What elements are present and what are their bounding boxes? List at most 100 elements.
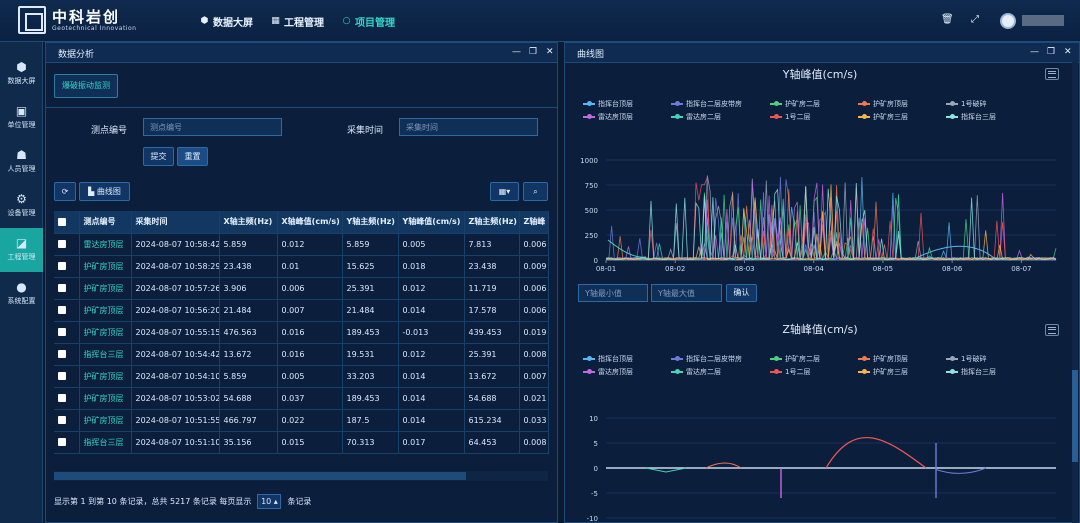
table-row[interactable]: 雷达房顶层 2024-08-07 10:58:42 5.859 0.012 5.859 0…: [54, 233, 549, 256]
table-cell: 21.484: [219, 299, 278, 322]
legend-item[interactable]: 1号破碎: [946, 99, 1022, 109]
columns-button[interactable]: ▦▾: [490, 182, 519, 201]
point-input[interactable]: 测点编号: [143, 118, 282, 136]
point-link[interactable]: 指挥台三层: [79, 431, 132, 454]
sidebar-item-system[interactable]: ● 系统配置: [7, 280, 36, 305]
restore-icon[interactable]: ❐: [529, 47, 538, 57]
table-row[interactable]: 护矿房顶层 2024-08-07 10:57:26 3.906 0.006 25.391…: [54, 277, 549, 300]
row-checkbox[interactable]: [54, 233, 80, 256]
y-max-input[interactable]: Y轴最大值: [651, 284, 722, 302]
trash-icon[interactable]: 🗑: [941, 14, 954, 25]
person-icon: ☗: [16, 148, 27, 162]
confirm-button[interactable]: 确认: [726, 284, 757, 302]
close-icon[interactable]: ✕: [546, 47, 554, 57]
refresh-button[interactable]: ⟳: [54, 182, 76, 201]
row-checkbox[interactable]: [54, 299, 80, 322]
select-all-checkbox[interactable]: [54, 211, 80, 234]
panel-header: 曲线图 — ❐ ✕: [565, 43, 1079, 63]
point-link[interactable]: 护矿房顶层: [79, 387, 132, 410]
avatar[interactable]: [1000, 13, 1016, 29]
point-link[interactable]: 护矿房顶层: [79, 299, 132, 322]
point-link[interactable]: 护矿房顶层: [79, 255, 132, 278]
table-row[interactable]: 护矿房顶层 2024-08-07 10:58:29 23.438 0.01 15.625…: [54, 255, 549, 278]
table-row[interactable]: 指挥台三层 2024-08-07 10:51:10 35.156 0.015 70.31…: [54, 431, 549, 454]
submit-button[interactable]: 提交: [143, 147, 174, 166]
legend-item[interactable]: 指挥台二层皮带房: [671, 99, 758, 109]
minimize-icon[interactable]: —: [512, 47, 521, 57]
table-cell: 466.797: [219, 409, 278, 432]
restore-icon[interactable]: ❐: [1047, 47, 1056, 57]
chart-menu-icon[interactable]: [1045, 68, 1059, 80]
sidebar-item-staff[interactable]: ☗ 人员管理: [7, 148, 36, 173]
sidebar-item-devices[interactable]: ⚙ 设备管理: [7, 192, 36, 217]
horizontal-scrollbar[interactable]: [54, 471, 548, 481]
sidebar-item-engineering[interactable]: ◪ 工程管理: [0, 228, 43, 272]
legend-item[interactable]: 指挥台二层皮带房: [671, 354, 758, 364]
point-link[interactable]: 雷达房顶层: [79, 233, 132, 256]
pagination-info: 显示第 1 到第 10 条记录，总共 5217 条记录 每页显示 10 ▴ 条记…: [54, 494, 311, 509]
legend-item[interactable]: 指挥台顶层: [583, 354, 659, 364]
chart-menu-icon[interactable]: [1045, 324, 1059, 336]
row-checkbox[interactable]: [54, 365, 80, 388]
row-checkbox[interactable]: [54, 343, 80, 366]
table-row[interactable]: 护矿房顶层 2024-08-07 10:56:20 21.484 0.007 21.48…: [54, 299, 549, 322]
sidebar-item-units[interactable]: ▣ 单位管理: [7, 104, 36, 129]
legend-item[interactable]: 指挥台三层: [946, 112, 1022, 122]
legend-item[interactable]: 雷达房二层: [671, 112, 758, 122]
legend-item[interactable]: 雷达房顶层: [583, 112, 659, 122]
sidebar-item-dashboard[interactable]: ⬢ 数据大屏: [7, 60, 36, 85]
nav-dashboard[interactable]: ⬢ 数据大屏: [200, 16, 253, 30]
legend-item[interactable]: 雷达房二层: [671, 367, 758, 377]
table-row[interactable]: 护矿房顶层 2024-08-07 10:51:55 466.797 0.022 187.…: [54, 409, 549, 432]
point-link[interactable]: 指挥台三层: [79, 343, 132, 366]
blast-vibration-tab[interactable]: 爆破振动监测: [54, 74, 118, 98]
legend-item[interactable]: 护矿房顶层: [858, 99, 934, 109]
vertical-scrollbar[interactable]: [1072, 62, 1078, 523]
divider: [46, 107, 557, 108]
point-link[interactable]: 护矿房顶层: [79, 277, 132, 300]
series-line: [607, 239, 647, 258]
legend-item[interactable]: 1号二层: [770, 112, 846, 122]
row-checkbox[interactable]: [54, 431, 80, 454]
legend-item[interactable]: 护矿房二层: [770, 354, 846, 364]
building-icon: ▦: [271, 16, 280, 26]
close-icon[interactable]: ✕: [1064, 47, 1072, 57]
table-cell: 35.156: [219, 431, 278, 454]
point-link[interactable]: 护矿房顶层: [79, 365, 132, 388]
reset-button[interactable]: 重置: [177, 147, 208, 166]
legend-item[interactable]: 指挥台三层: [946, 367, 1022, 377]
point-link[interactable]: 护矿房顶层: [79, 321, 132, 344]
minimize-icon[interactable]: —: [1030, 47, 1039, 57]
legend-item[interactable]: 护矿房三层: [858, 367, 934, 377]
table-cell: 0.012: [277, 233, 343, 256]
row-checkbox[interactable]: [54, 409, 80, 432]
nav-project-management[interactable]: ○ 项目管理: [342, 16, 395, 30]
page-size-select[interactable]: 10 ▴: [257, 494, 282, 509]
fullscreen-icon[interactable]: ⤢: [971, 14, 979, 25]
table-row[interactable]: 护矿房顶层 2024-08-07 10:55:15 476.563 0.016 189.…: [54, 321, 549, 344]
legend-item[interactable]: 1号二层: [770, 367, 846, 377]
nav-project-engineering[interactable]: ▦ 工程管理: [271, 16, 324, 30]
row-checkbox[interactable]: [54, 321, 80, 344]
col-header: X轴主频(Hz): [219, 211, 278, 234]
legend-item[interactable]: 护矿房二层: [770, 99, 846, 109]
point-link[interactable]: 护矿房顶层: [79, 409, 132, 432]
table-cell: 2024-08-07 10:58:29: [131, 255, 220, 278]
legend-item[interactable]: 护矿房顶层: [858, 354, 934, 364]
table-row[interactable]: 指挥台三层 2024-08-07 10:54:42 13.672 0.016 19.53…: [54, 343, 549, 366]
legend-item[interactable]: 1号破碎: [946, 354, 1022, 364]
time-input[interactable]: 采集时间: [399, 118, 538, 136]
y-tick-label: 1000: [580, 157, 598, 165]
row-checkbox[interactable]: [54, 277, 80, 300]
table-row[interactable]: 护矿房顶层 2024-08-07 10:54:10 5.859 0.005 33.203…: [54, 365, 549, 388]
legend-item[interactable]: 指挥台顶层: [583, 99, 659, 109]
row-checkbox[interactable]: [54, 255, 80, 278]
table-cell: 0.018: [398, 255, 465, 278]
table-row[interactable]: 护矿房顶层 2024-08-07 10:53:02 54.688 0.037 189.4…: [54, 387, 549, 410]
legend-item[interactable]: 雷达房顶层: [583, 367, 659, 377]
legend-item[interactable]: 护矿房三层: [858, 112, 934, 122]
row-checkbox[interactable]: [54, 387, 80, 410]
search-button[interactable]: ⌕: [523, 182, 548, 201]
y-min-input[interactable]: Y轴最小值: [578, 284, 648, 302]
curve-chart-button[interactable]: ▙ 曲线图: [79, 182, 130, 201]
